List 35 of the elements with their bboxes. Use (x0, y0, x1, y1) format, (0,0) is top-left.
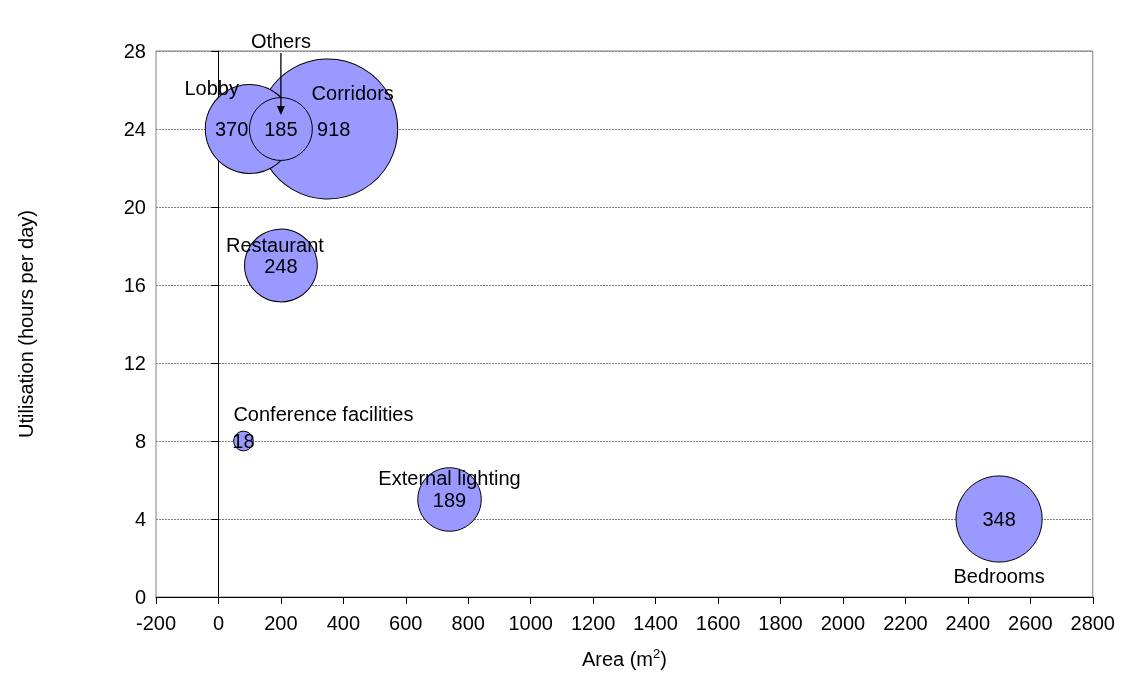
x-tick-label: 2600 (1008, 612, 1053, 634)
x-tick-label: 1200 (570, 612, 616, 634)
data-label: 348 (982, 508, 1016, 530)
series-label: Conference facilities (233, 403, 414, 425)
y-tick-label: 0 (134, 586, 146, 608)
y-tick-label: 4 (134, 508, 146, 530)
y-tick-label: 28 (123, 40, 146, 62)
series-label: Bedrooms (953, 565, 1045, 587)
data-label: 185 (264, 118, 298, 140)
legend-label: Others (250, 30, 311, 52)
y-tick-label: 12 (123, 352, 146, 374)
x-tick-label: -200 (135, 612, 177, 634)
x-tick-label: 1400 (633, 612, 678, 634)
x-tick-label: 1000 (508, 612, 553, 634)
x-tick-label: 600 (389, 612, 423, 634)
x-tick-label: 2200 (883, 612, 928, 634)
y-tick-label: 16 (123, 274, 146, 296)
data-label: 248 (264, 254, 298, 277)
data-label: 918 (317, 118, 351, 140)
x-tick-label: 0 (212, 612, 225, 634)
y-axis-title: Utilisation (hours per day) (15, 210, 37, 438)
y-tick-label: 24 (123, 118, 146, 140)
data-label: 18 (232, 430, 255, 452)
x-tick-label: 800 (451, 612, 485, 634)
data-label: 189 (432, 488, 467, 511)
x-tick-label: 2400 (945, 612, 991, 634)
y-tick-label: 8 (134, 430, 146, 452)
x-tick-label: 400 (326, 612, 361, 634)
data-label: 370 (214, 118, 249, 140)
x-tick-label: 2000 (820, 612, 866, 634)
x-tick-label: 1800 (758, 612, 803, 634)
y-tick-label: 20 (123, 196, 146, 218)
x-tick-label: 200 (264, 612, 298, 634)
x-tick-label: 2800 (1070, 612, 1115, 634)
x-tick-label: 1600 (695, 612, 741, 634)
